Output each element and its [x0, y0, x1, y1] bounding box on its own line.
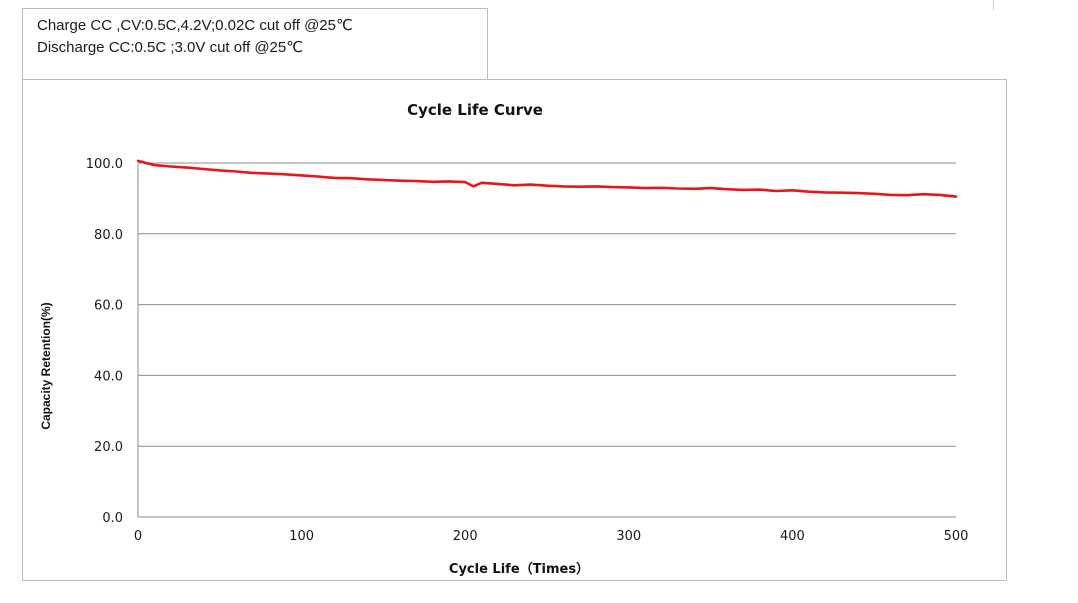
- x-tick-label: 500: [944, 529, 969, 544]
- edge-divider: [993, 0, 994, 10]
- chart-title: Cycle Life Curve: [407, 101, 543, 119]
- series-layer: [136, 159, 958, 198]
- x-tick-labels: 0 100 200 300 400 500: [134, 529, 969, 544]
- x-tick-label: 100: [289, 529, 314, 544]
- y-tick-label: 40.0: [94, 369, 123, 384]
- test-conditions-box: Charge CC ,CV:0.5C,4.2V;0.02C cut off @2…: [22, 8, 488, 79]
- y-tick-label: 60.0: [94, 299, 123, 314]
- y-tick-label: 80.0: [94, 228, 123, 243]
- x-tick-label: 300: [616, 529, 641, 544]
- capacity-retention-line-0: [136, 159, 958, 198]
- y-tick-label: 0.0: [102, 511, 123, 526]
- y-axis-title: Capacity Retention(%): [39, 302, 53, 429]
- x-tick-label: 200: [453, 529, 478, 544]
- axes: [137, 163, 956, 518]
- y-tick-label: 100.0: [86, 157, 123, 172]
- y-tick-labels: 0.0 20.0 40.0 60.0 80.0 100.0: [86, 157, 123, 526]
- gridlines: [138, 162, 956, 447]
- x-tick-label: 0: [134, 529, 142, 544]
- y-tick-label: 20.0: [94, 440, 123, 455]
- x-axis-title: Cycle Life（Times）: [449, 561, 589, 577]
- x-tick-label: 400: [780, 529, 805, 544]
- discharge-condition-text: Discharge CC:0.5C ;3.0V cut off @25℃: [37, 39, 304, 56]
- charge-condition-text: Charge CC ,CV:0.5C,4.2V;0.02C cut off @2…: [37, 17, 353, 34]
